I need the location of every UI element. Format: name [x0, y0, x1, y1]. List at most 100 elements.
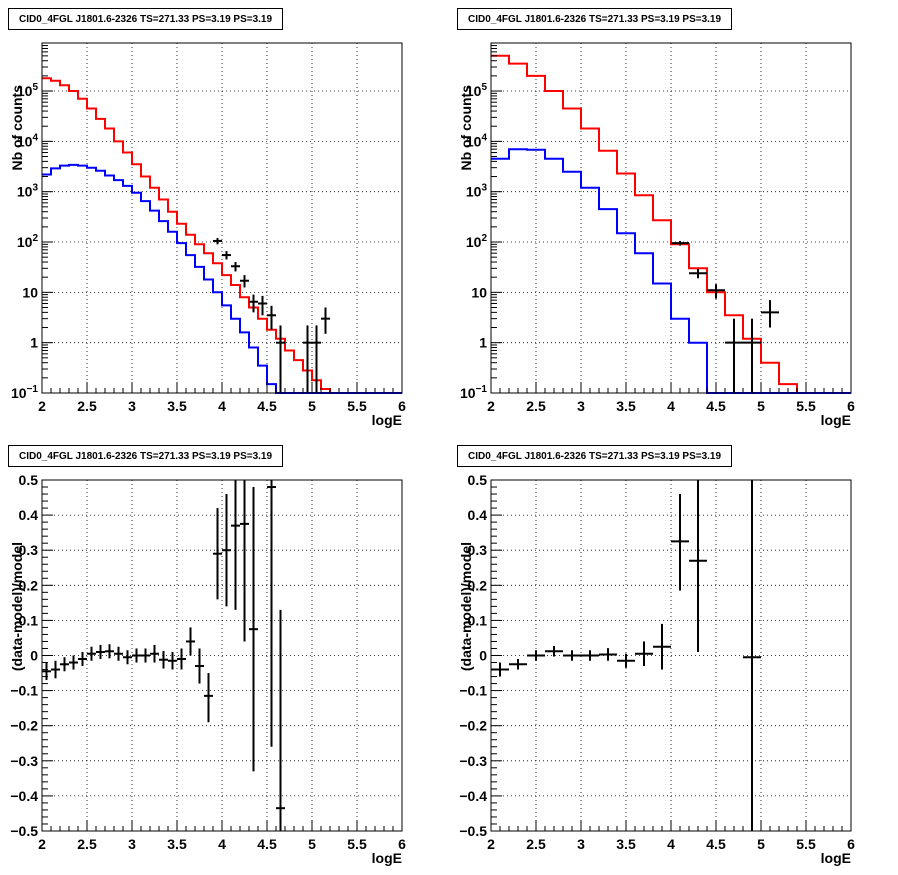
counts-panel-left: 2 2.5 3 3.5 4 4.5 5 5.5 6 10−1 1 10 102 103 104 105 logE… — [0, 0, 449, 437]
data-point — [545, 646, 563, 657]
data-point — [213, 508, 222, 600]
data-point — [581, 650, 599, 661]
y-tick-label: 0.2 — [468, 577, 488, 593]
data-point — [509, 659, 527, 670]
data-point — [743, 480, 761, 831]
x-tick-label: 3.5 — [616, 836, 636, 852]
data-point — [635, 641, 653, 667]
y-tick-label: 0.3 — [468, 542, 488, 558]
data-point — [671, 494, 689, 591]
x-tick-label: 3.5 — [167, 836, 187, 852]
y-axis-title: Nb of counts — [9, 85, 25, 171]
y-tick-label: 103 — [466, 183, 488, 200]
x-tick-label: 5.5 — [347, 398, 367, 414]
y-tick-label: 0.3 — [19, 542, 39, 558]
x-tick-label: 5 — [308, 836, 316, 852]
x-tick-label: 3 — [577, 398, 585, 414]
data-point — [267, 480, 276, 747]
x-tick-label: 6 — [847, 398, 855, 414]
plot-title: CID0_4FGL J1801.6-2326 TS=271.33 PS=3.19… — [457, 445, 733, 467]
y-tick-label: −0.1 — [459, 683, 487, 699]
data-point — [276, 325, 285, 393]
data-point — [123, 650, 132, 665]
y-tick-label: 10 — [22, 284, 38, 300]
data-point — [159, 650, 168, 669]
y-axis-title: (data-model)/model — [458, 542, 474, 671]
data-point — [132, 648, 141, 663]
x-tick-label: 3 — [128, 398, 136, 414]
x-tick-label: 2 — [38, 836, 46, 852]
data-point — [195, 648, 204, 684]
data-point — [689, 269, 707, 279]
x-tick-label: 4 — [218, 836, 226, 852]
data-point — [150, 644, 159, 663]
data-point — [114, 646, 123, 661]
grid — [491, 480, 851, 831]
x-tick-label: 3.5 — [167, 398, 187, 414]
residual-panel-right: 2 2.5 3 3.5 4 4.5 5 5.5 6 −0.5 −0.4 −0.3 −0.2 −0.1 0 0.… — [449, 437, 898, 875]
x-tick-label: 5 — [757, 836, 765, 852]
data-point — [563, 650, 581, 661]
data-point — [222, 494, 231, 607]
data-points — [671, 240, 779, 393]
y-tick-label: 10 — [471, 284, 487, 300]
data-point — [267, 305, 276, 330]
x-axis-title: logE — [372, 850, 402, 866]
x-tick-label: 5.5 — [796, 836, 816, 852]
data-point — [653, 623, 671, 670]
plot-title: CID0_4FGL J1801.6-2326 TS=271.33 PS=3.19… — [8, 8, 284, 30]
x-tick-label: 4.5 — [257, 398, 277, 414]
y-tick-label: −0.3 — [10, 753, 38, 769]
y-tick-label: 0.4 — [468, 507, 488, 523]
residual-plot-left: 2 2.5 3 3.5 4 4.5 5 5.5 6 −0.5 −0.4 −0.3 −0.2 −0.1 0 0.… — [9, 472, 406, 866]
data-point — [599, 648, 617, 661]
data-point — [78, 651, 87, 667]
data-point — [204, 673, 213, 723]
data-point — [105, 644, 114, 659]
x-tick-label: 5 — [757, 398, 765, 414]
data-point — [240, 480, 249, 642]
x-tick-label: 2 — [487, 398, 495, 414]
y-tick-label: 103 — [17, 183, 39, 200]
x-tick-label: 3.5 — [616, 398, 636, 414]
y-tick-label: 10−1 — [460, 384, 487, 401]
x-tick-label: 5.5 — [347, 836, 367, 852]
y-tick-label: 104 — [466, 132, 488, 149]
data-point — [240, 275, 249, 288]
x-axis-title: logE — [821, 412, 851, 428]
y-tick-label: 1 — [479, 335, 487, 351]
grid — [42, 43, 402, 393]
data-point — [617, 653, 635, 668]
y-tick-label: −0.3 — [459, 753, 487, 769]
data-point — [213, 238, 222, 245]
y-tick-label: 0.1 — [19, 612, 39, 628]
x-tick-label: 4.5 — [706, 398, 726, 414]
data-point — [303, 325, 312, 393]
data-point — [249, 487, 258, 772]
data-point — [141, 648, 150, 663]
x-tick-label: 6 — [398, 836, 406, 852]
plot-title: CID0_4FGL J1801.6-2326 TS=271.33 PS=3.19… — [8, 445, 284, 467]
y-tick-label: 0.5 — [468, 472, 488, 488]
model-total-histogram — [491, 54, 851, 394]
data-point — [707, 284, 725, 299]
data-points — [213, 238, 330, 393]
data-point — [168, 651, 177, 670]
data-point — [258, 295, 267, 316]
y-tick-label: 0.2 — [19, 577, 39, 593]
grid — [491, 43, 851, 393]
data-point — [249, 294, 258, 313]
residual-plot-right: 2 2.5 3 3.5 4 4.5 5 5.5 6 −0.5 −0.4 −0.3 −0.2 −0.1 0 0.… — [458, 472, 855, 866]
x-tick-label: 4 — [218, 398, 226, 414]
data-points — [491, 480, 761, 831]
axes: 2 2.5 3 3.5 4 4.5 5 5.5 6 −0.5 −0.4 −0.3 −0.2 −0.1 0 0.… — [10, 472, 406, 852]
y-tick-label: −0.2 — [459, 718, 487, 734]
data-point — [671, 240, 689, 246]
x-tick-label: 4 — [667, 836, 675, 852]
y-axis-title: Nb of counts — [458, 85, 474, 171]
x-tick-label: 5 — [308, 398, 316, 414]
counts-panel-right: 2 2.5 3 3.5 4 4.5 5 5.5 6 10−1 1 10 102 103 104 105 logE… — [449, 0, 898, 437]
x-tick-label: 2 — [487, 836, 495, 852]
data-point — [87, 646, 96, 661]
y-tick-label: 0.1 — [468, 612, 488, 628]
